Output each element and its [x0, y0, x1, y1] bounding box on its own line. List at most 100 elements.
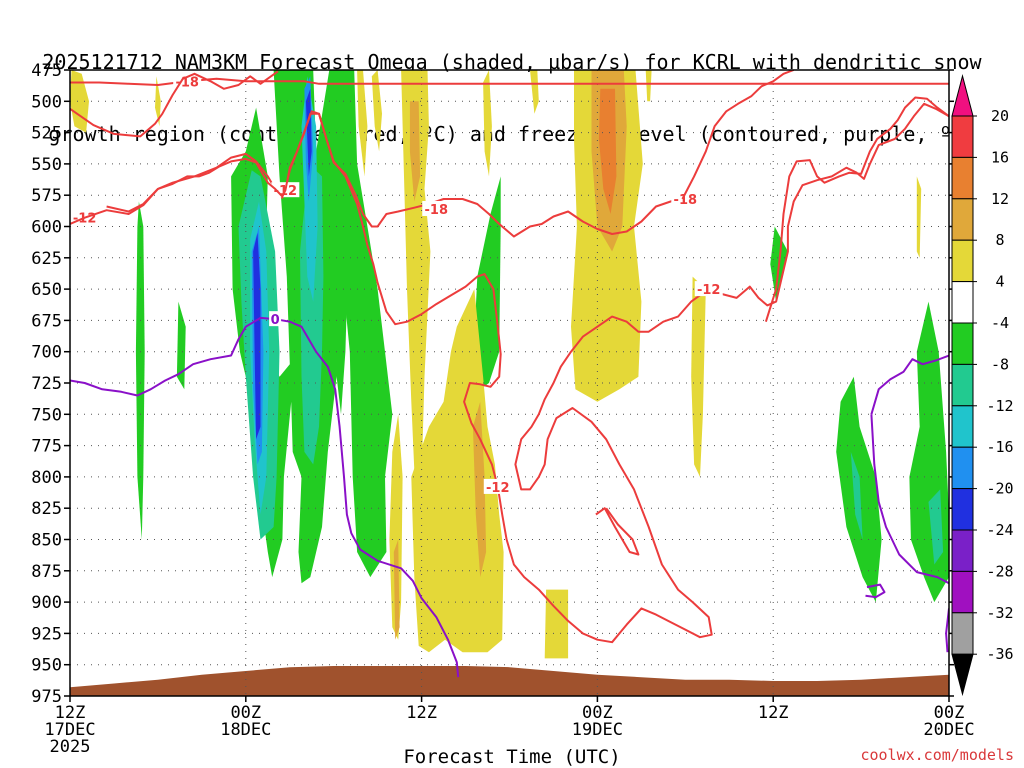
- dendritic-contour-10: [764, 96, 949, 322]
- y-tick-label: 875: [31, 562, 62, 582]
- colorbar-band: [951, 570, 974, 614]
- colorbar-label: 20: [991, 107, 1009, 125]
- credit-text: coolwx.com/models: [860, 746, 1014, 764]
- colorbar-band: [951, 405, 974, 448]
- y-tick-label: 550: [31, 155, 62, 175]
- y-tick-label: 850: [31, 531, 62, 551]
- omega-region-21: [357, 70, 368, 177]
- omega-region-0: [70, 70, 89, 133]
- x-tick-date: 20DEC: [923, 720, 974, 740]
- dendritic-contour-label: -18: [175, 75, 199, 90]
- dendritic-contour-label: -18: [425, 203, 449, 218]
- y-tick-label: 475: [31, 61, 62, 81]
- y-tick-label: 925: [31, 624, 62, 644]
- omega-region-3: [176, 301, 186, 390]
- plot-frame: [69, 69, 950, 697]
- dendritic-contour-label: -12: [486, 481, 510, 496]
- colorbar-band: [951, 322, 974, 365]
- dendritic-contour-label-bg: [422, 200, 451, 216]
- dendritic-contour-9: [681, 70, 795, 200]
- y-tick-label: 800: [31, 468, 62, 488]
- colorbar-label: -20: [986, 480, 1013, 498]
- y-tick-label: 700: [31, 343, 62, 363]
- y-tick-label: 675: [31, 311, 62, 331]
- colorbar-band: [951, 281, 974, 324]
- colorbar-label: 8: [995, 231, 1004, 249]
- dendritic-contour-0: [70, 77, 949, 86]
- colorbar-band: [951, 239, 974, 283]
- colorbar-top-arrow: [951, 74, 974, 117]
- colorbar-label: -36: [986, 645, 1013, 663]
- dendritic-contour-label: -18: [674, 193, 698, 208]
- y-tick-label: 750: [31, 405, 62, 425]
- colorbar-label: -24: [986, 521, 1013, 539]
- omega-region-22: [371, 70, 382, 152]
- y-tick-label: 575: [31, 186, 62, 206]
- colorbar: 20 16 12 8 4 -4 -8 -12 -16 -20 -24 -28 -32 -36: [951, 74, 1014, 697]
- omega-region-5: [326, 126, 349, 415]
- y-tick-label: 500: [31, 92, 62, 112]
- colorbar-label: 16: [991, 148, 1009, 166]
- omega-region-14: [928, 489, 944, 565]
- x-tick-label: 12Z: [406, 703, 437, 723]
- x-tick-label: 00Z: [230, 703, 261, 723]
- omega-region-30: [530, 70, 539, 114]
- x-tick-label: 12Z: [758, 703, 789, 723]
- freezing-contour-3: [870, 414, 949, 585]
- colorbar-band: [951, 156, 974, 200]
- terrain-fill: [70, 666, 949, 696]
- omega-region-34: [598, 88, 617, 214]
- omega-region-29: [483, 70, 492, 177]
- freezing-contour-label: 0: [271, 313, 280, 328]
- dendritic-contour-8: [595, 507, 640, 556]
- colorbar-bottom-arrow: [951, 653, 974, 697]
- dendritic-contour-label: -12: [697, 283, 721, 298]
- colorbar-band: [951, 198, 974, 241]
- x-tick-year: 2025: [50, 737, 91, 757]
- colorbar-label: -28: [986, 562, 1013, 580]
- omega-region-7: [474, 176, 501, 390]
- colorbar-band: [951, 612, 974, 655]
- dendritic-contour-2: [70, 102, 949, 644]
- omega-region-13: [850, 451, 863, 540]
- colorbar-label: 12: [991, 190, 1009, 208]
- omega-region-26: [393, 539, 400, 640]
- colorbar-band: [951, 488, 974, 531]
- x-tick-label: 00Z: [934, 703, 965, 723]
- freezing-contour-4: [945, 608, 949, 653]
- dendritic-contour-6: [106, 110, 680, 238]
- omega-region-37: [916, 176, 922, 258]
- y-tick-label: 725: [31, 374, 62, 394]
- x-tick-label: 12Z: [55, 703, 86, 723]
- y-tick-label: 650: [31, 280, 62, 300]
- x-tick-date: 17DEC: [44, 720, 95, 740]
- omega-region-19: [253, 232, 261, 440]
- freezing-contour-label-bg: [269, 311, 282, 327]
- dendritic-contour-label-bg: [671, 190, 700, 206]
- freezing-contour-2: [870, 354, 949, 415]
- colorbar-label: -12: [986, 397, 1013, 415]
- omega-region-24: [409, 101, 421, 202]
- colorbar-label: -32: [986, 604, 1013, 622]
- y-tick-label: 625: [31, 249, 62, 269]
- freezing-contour-1: [865, 583, 886, 599]
- omega-region-23: [401, 70, 431, 502]
- colorbar-label: -8: [991, 355, 1009, 373]
- omega-region-31: [544, 589, 569, 659]
- colorbar-label: -16: [986, 438, 1013, 456]
- contour-layer: -18-12-12-12-12-18-180: [70, 70, 949, 678]
- y-tick-label: 525: [31, 124, 62, 144]
- colorbar-label: 4: [995, 273, 1004, 291]
- colorbar-band: [951, 529, 974, 572]
- colorbar-label: -4: [991, 314, 1009, 332]
- omega-region-25: [389, 414, 403, 640]
- colorbar-band: [951, 446, 974, 490]
- y-tick-label: 825: [31, 499, 62, 519]
- omega-region-9: [909, 301, 949, 603]
- x-tick-date: 19DEC: [572, 720, 623, 740]
- terrain-layer: [70, 666, 949, 696]
- x-tick-date: 18DEC: [220, 720, 271, 740]
- x-axis-label: Forecast Time (UTC): [403, 746, 621, 768]
- omega-region-36: [691, 276, 706, 477]
